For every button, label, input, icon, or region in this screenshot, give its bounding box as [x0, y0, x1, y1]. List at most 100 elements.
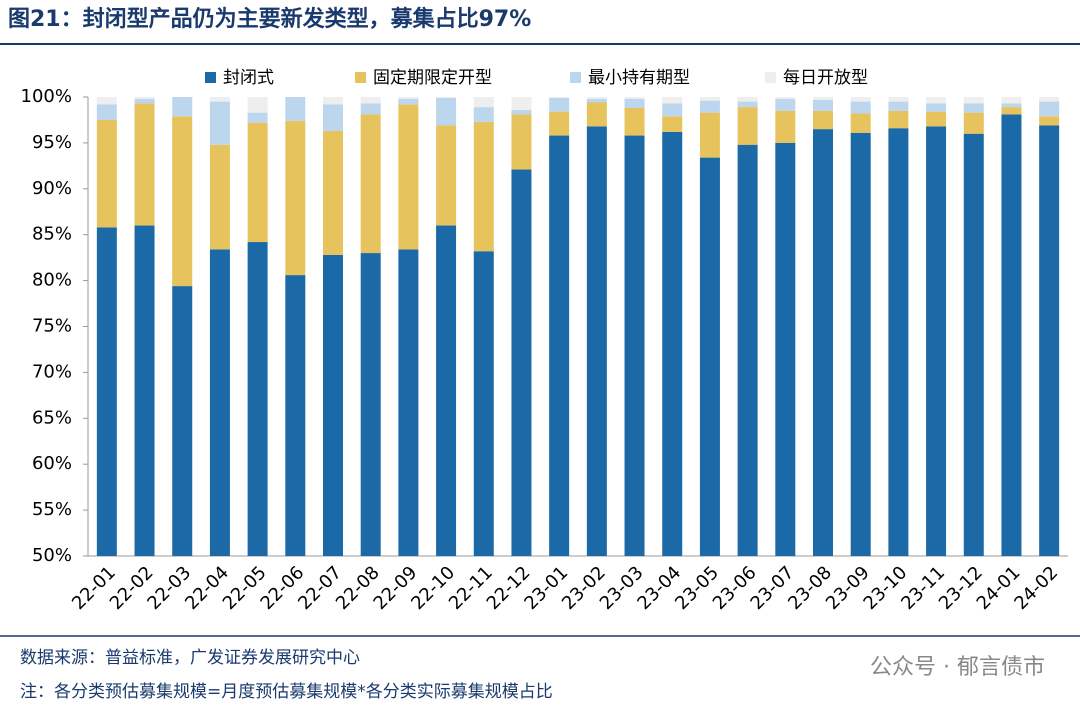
legend-label: 每日开放型	[783, 68, 868, 88]
bar-segment	[209, 101, 230, 145]
bar-segment	[888, 110, 909, 129]
bar-segment	[549, 97, 570, 98]
bar-segment	[473, 107, 494, 122]
y-tick-label: 50%	[32, 545, 72, 566]
bar-segment	[549, 135, 570, 556]
y-tick-label: 90%	[32, 178, 72, 199]
bar-segment	[699, 97, 720, 101]
bar-segment	[549, 97, 570, 112]
y-tick-label: 100%	[21, 86, 72, 107]
bar-segment	[850, 113, 871, 133]
bar-segment	[247, 242, 268, 556]
bar-segment	[737, 107, 758, 145]
bar-segment	[285, 97, 306, 121]
y-tick-label: 70%	[32, 361, 72, 382]
bar-segment	[511, 109, 532, 115]
bar-segment	[624, 135, 645, 556]
bar-segment	[1001, 107, 1022, 115]
bar-segment	[323, 97, 343, 105]
bar-segment	[813, 110, 833, 130]
bar-segment	[285, 120, 306, 276]
bar-segment	[134, 98, 155, 104]
bar-segment	[624, 97, 645, 99]
bar-segment	[96, 119, 117, 228]
bar-segment	[1001, 103, 1022, 108]
bar-segment	[436, 97, 457, 126]
y-tick-label: 85%	[32, 224, 72, 245]
note: 注：各分类预估募集规模=月度预估募集规模*各分类实际募集规模占比	[20, 682, 553, 702]
bar-segment	[737, 144, 758, 556]
bar-segment	[511, 97, 532, 110]
bar-segment	[850, 97, 871, 102]
bar-segment	[926, 97, 947, 104]
bar-segment	[963, 112, 984, 134]
y-tick-label: 95%	[32, 132, 72, 153]
y-tick-label: 80%	[32, 270, 72, 291]
bar-segment	[247, 112, 268, 123]
bar-segment	[511, 114, 532, 170]
bar-segment	[813, 129, 833, 556]
source: 数据来源：普益标准，广发证券发展研究中心	[20, 648, 360, 668]
bar-segment	[360, 103, 381, 115]
bar-segment	[850, 101, 871, 114]
bar-segment	[662, 131, 683, 556]
bar-segment	[775, 110, 796, 143]
bar-segment	[473, 121, 494, 252]
legend-swatch	[765, 72, 776, 83]
bar-segment	[360, 114, 381, 254]
bar-segment	[662, 97, 683, 104]
bar-segment	[96, 104, 117, 120]
bar-segment	[775, 98, 796, 111]
bar-segment	[172, 286, 193, 556]
bar-segment	[888, 97, 909, 102]
bar-segment	[134, 225, 155, 556]
bar-segment	[247, 122, 268, 243]
bar-segment	[624, 98, 645, 109]
bar-segment	[775, 97, 796, 99]
bar-segment	[398, 97, 419, 99]
legend-label: 固定期限定开型	[373, 68, 492, 88]
bar-segment	[172, 116, 193, 287]
y-tick-label: 75%	[32, 316, 72, 337]
bar-segment	[699, 100, 720, 113]
bar-segment	[963, 97, 984, 104]
bar-segment	[1039, 116, 1060, 126]
bar-segment	[398, 104, 419, 250]
bar-segment	[662, 116, 683, 132]
bar-segment	[323, 104, 343, 131]
legend-label: 最小持有期型	[588, 68, 690, 88]
chart-title: 图21：封闭型产品仍为主要新发类型，募集占比97%	[8, 6, 531, 32]
bar-segment	[813, 99, 833, 111]
bar-segment	[172, 97, 193, 117]
bar-segment	[323, 254, 343, 556]
bar-segment	[285, 275, 306, 556]
bar-segment	[1039, 101, 1060, 117]
bar-segment	[699, 112, 720, 158]
bar-segment	[247, 97, 268, 113]
bar-segment	[134, 97, 155, 99]
bar-segment	[96, 227, 117, 556]
bar-segment	[888, 101, 909, 111]
bar-segment	[436, 97, 457, 98]
bar-segment	[888, 128, 909, 556]
bar-segment	[398, 98, 419, 105]
bar-segment	[209, 249, 230, 556]
bar-segment	[96, 97, 117, 105]
bar-segment	[1039, 97, 1060, 102]
bar-segment	[360, 97, 381, 104]
bar-segment	[926, 126, 947, 556]
bar-segment	[323, 130, 343, 255]
bar-segment	[473, 251, 494, 556]
bar-segment	[209, 144, 230, 250]
bar-segment	[813, 97, 833, 100]
bar-segment	[926, 103, 947, 112]
y-tick-label: 55%	[32, 499, 72, 520]
bar-segment	[549, 111, 570, 136]
legend-swatch	[355, 72, 366, 83]
bar-segment	[963, 133, 984, 556]
legend-label: 封闭式	[223, 68, 274, 88]
bar-segment	[436, 225, 457, 556]
bar-segment	[1001, 97, 1022, 104]
bar-segment	[699, 157, 720, 556]
bar-segment	[1039, 125, 1060, 556]
